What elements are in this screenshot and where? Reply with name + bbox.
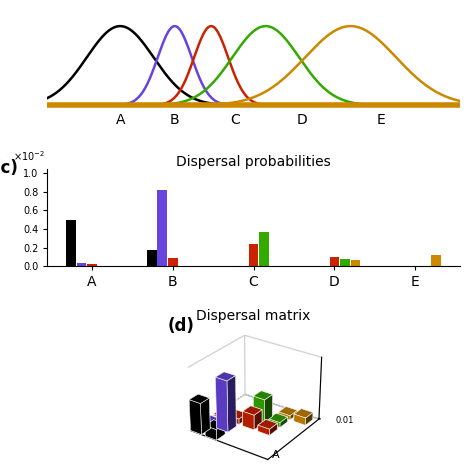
Title: Dispersal matrix: Dispersal matrix bbox=[196, 309, 311, 323]
Text: B: B bbox=[170, 113, 180, 128]
Title: Dispersal probabilities: Dispersal probabilities bbox=[176, 155, 331, 169]
Bar bbox=[87, 264, 97, 266]
Text: A: A bbox=[116, 113, 125, 128]
Bar bbox=[259, 232, 269, 266]
Bar bbox=[147, 250, 156, 266]
Bar bbox=[329, 257, 339, 266]
Bar bbox=[76, 264, 86, 266]
Text: D: D bbox=[297, 113, 308, 128]
Text: (d): (d) bbox=[167, 317, 194, 335]
Bar bbox=[351, 260, 360, 266]
Bar bbox=[157, 190, 167, 266]
Bar bbox=[168, 258, 178, 266]
Bar bbox=[66, 219, 76, 266]
Text: (c): (c) bbox=[0, 159, 18, 177]
Text: E: E bbox=[376, 113, 385, 128]
Bar bbox=[249, 244, 258, 266]
Bar bbox=[340, 259, 350, 266]
Text: $\times10^{-2}$: $\times10^{-2}$ bbox=[13, 149, 46, 163]
Text: C: C bbox=[230, 113, 240, 128]
Bar bbox=[431, 255, 441, 266]
